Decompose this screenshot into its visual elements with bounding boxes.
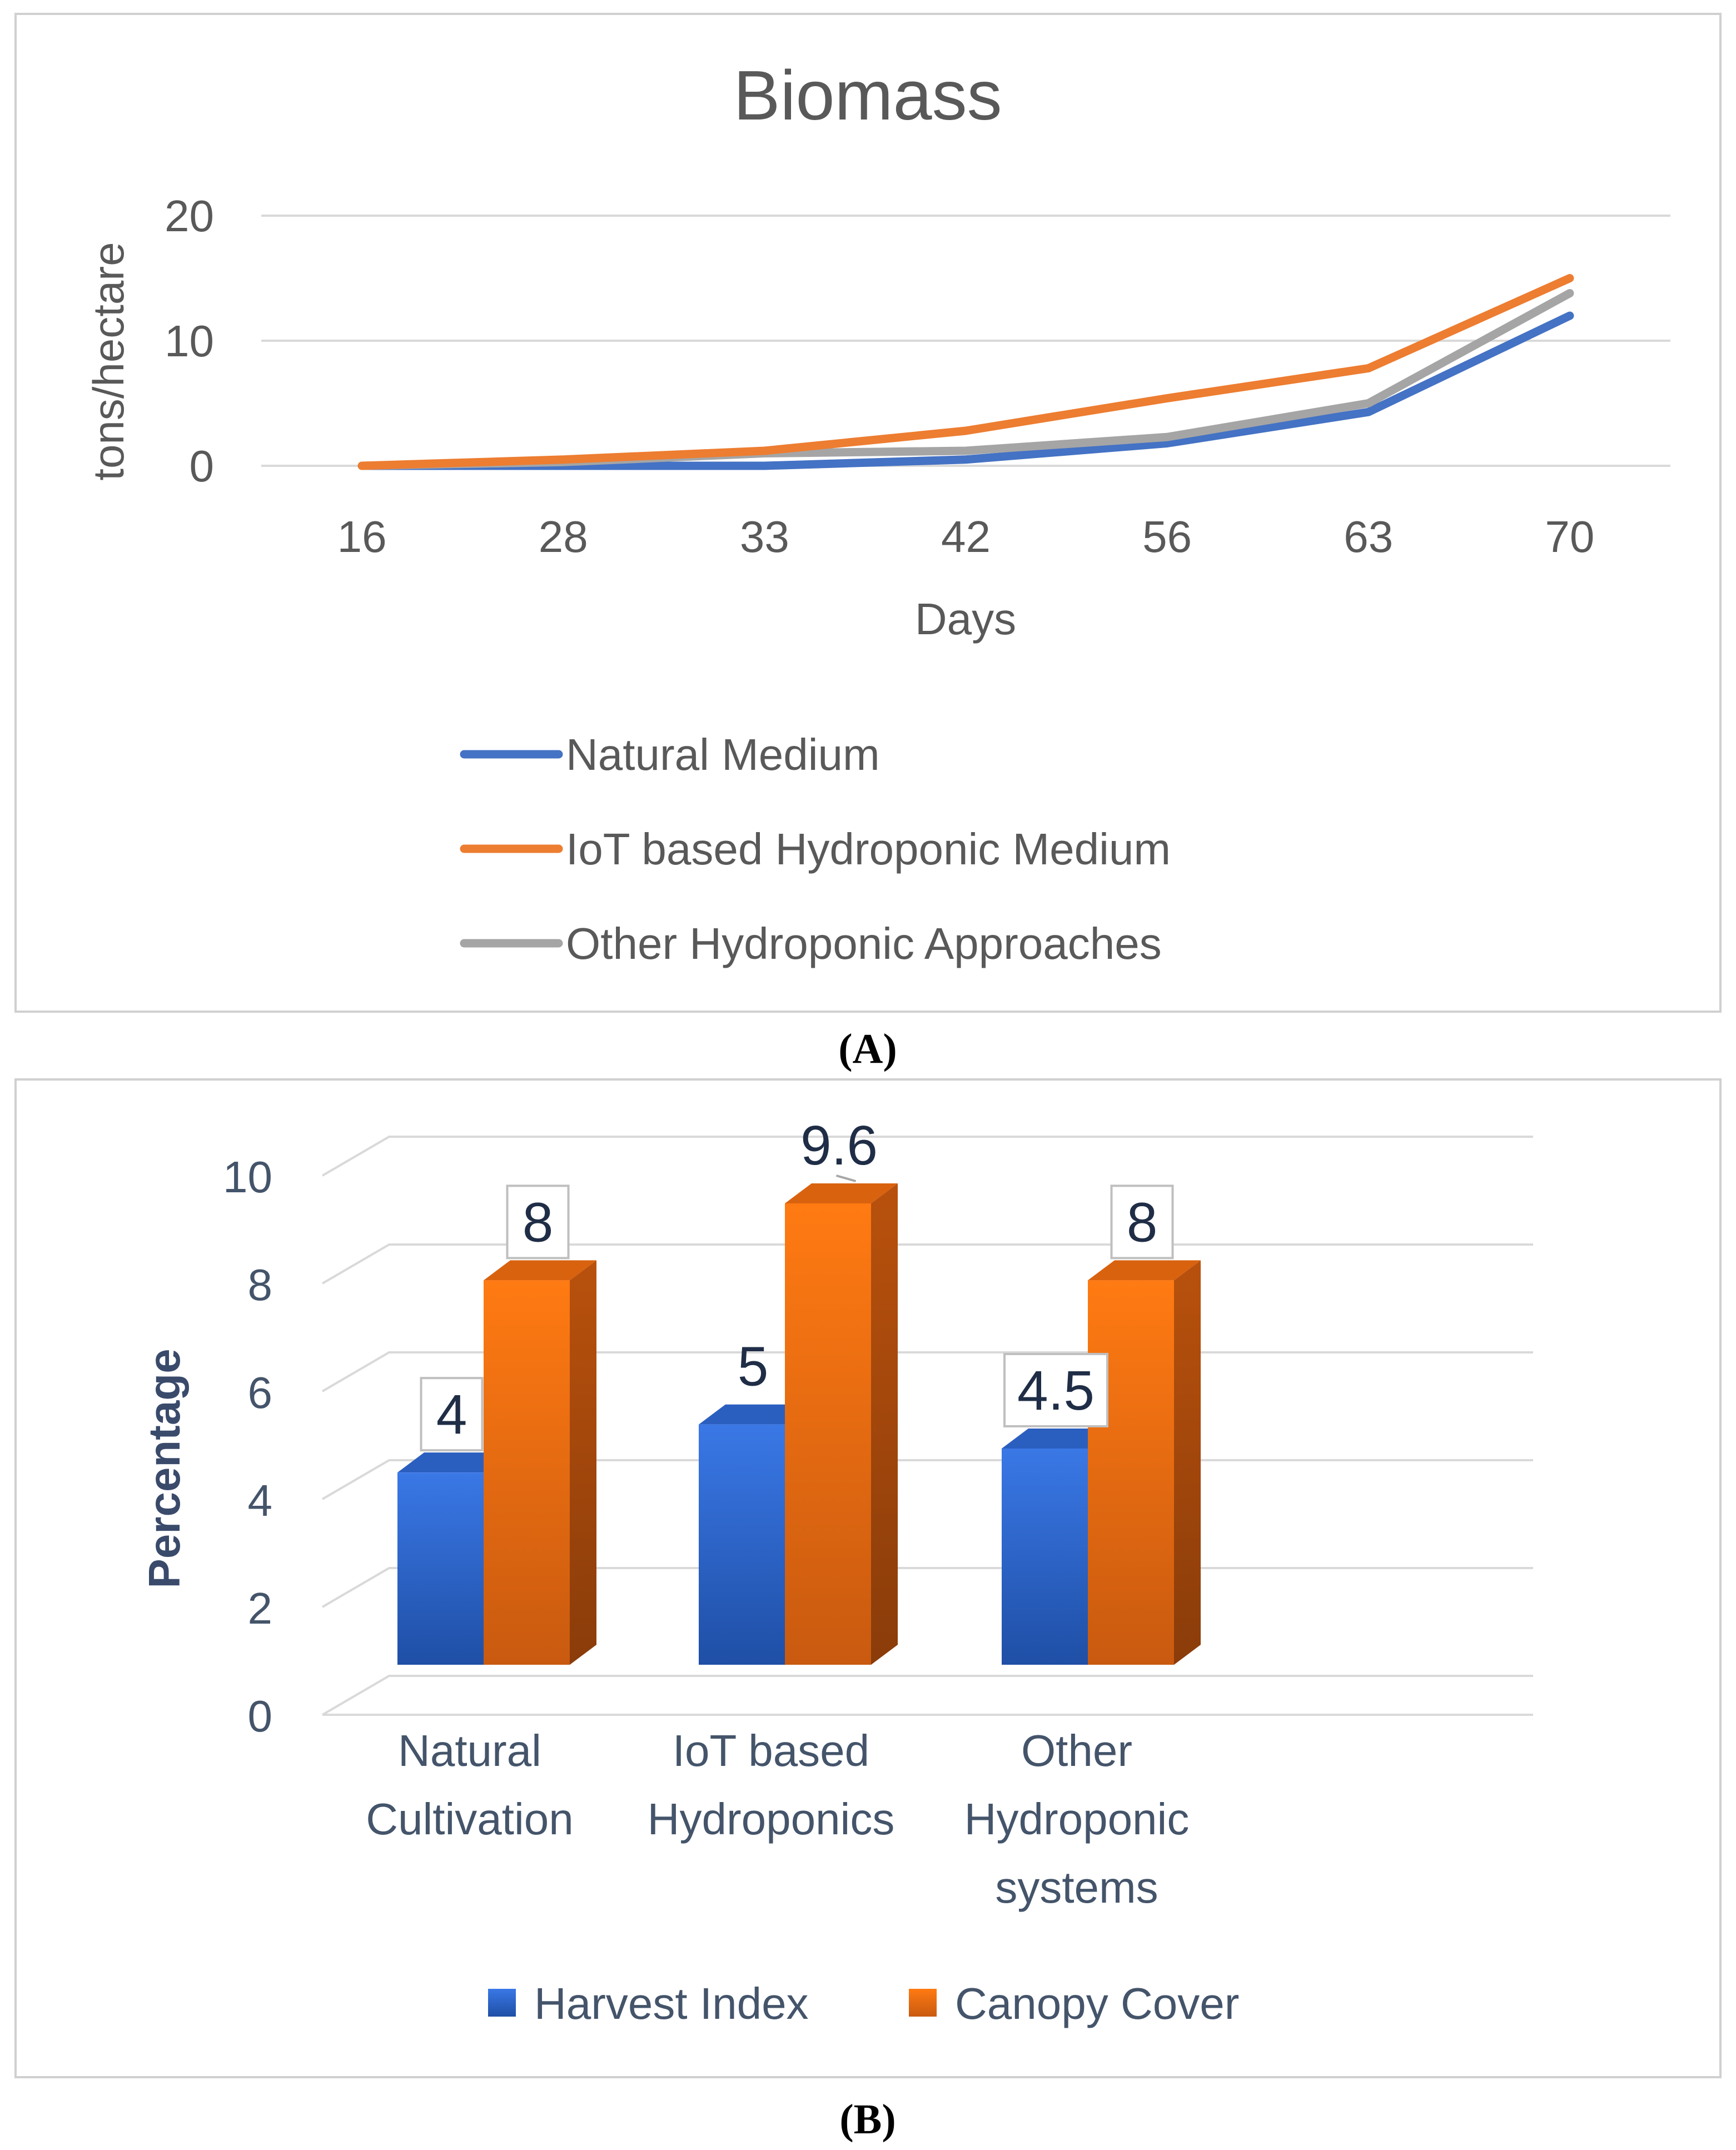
chart-a-x-tick: 16 <box>337 512 387 561</box>
chart-b-x-tick-line: IoT based <box>673 1726 869 1775</box>
chart-a-x-tick: 33 <box>740 512 789 561</box>
chart-b-y-tick: 0 <box>248 1691 273 1741</box>
chart-b-bar-front <box>1002 1448 1088 1665</box>
chart-b-x-tick-line: Other <box>1021 1726 1132 1775</box>
chart-b-legend-item: Canopy Cover <box>909 1979 1239 2028</box>
chart-b-leader-line <box>835 1174 857 1182</box>
chart-b-legend-label: Canopy Cover <box>955 1979 1239 2028</box>
chart-b-bar-side <box>871 1183 898 1665</box>
chart-b-data-label-text: 4 <box>436 1383 467 1446</box>
chart-b-y-tick-labels: 0 2 4 6 8 10 <box>223 1152 272 1741</box>
chart-b-y-tick: 2 <box>248 1584 273 1633</box>
chart-b-y-tick: 4 <box>248 1476 273 1525</box>
chart-b-y-tick: 10 <box>223 1152 272 1202</box>
chart-b-bar-front <box>1088 1280 1174 1665</box>
chart-b-gridline <box>321 1136 1533 1177</box>
chart-b-legend-item: Harvest Index <box>488 1979 809 2028</box>
chart-b-x-tick: Other Hydroponic systems <box>964 1726 1190 1912</box>
chart-b-data-label-box <box>506 1185 570 1260</box>
chart-a-legend-item: Other Hydroponic Approaches <box>460 919 1162 968</box>
chart-a-y-tick: 0 <box>190 441 215 491</box>
chart-b-bar-front <box>785 1203 871 1665</box>
chart-b-bar-front <box>699 1424 785 1665</box>
chart-b-bar <box>1088 1260 1201 1665</box>
panel-a-caption: (A) <box>838 1026 897 1072</box>
chart-b-x-tick-line: Hydroponic <box>964 1794 1190 1844</box>
chart-b-bar-top <box>1088 1260 1201 1281</box>
chart-b-bar-top <box>484 1260 596 1281</box>
chart-b-x-tick-line: Cultivation <box>366 1794 574 1844</box>
chart-b-legend: Harvest Index Canopy Cover <box>488 1979 1239 2028</box>
chart-b-bar-top <box>1002 1428 1115 1449</box>
chart-b-data-label: 9.6 <box>800 1114 878 1182</box>
chart-b-x-tick-labels: Natural Cultivation IoT based Hydroponics Ot… <box>366 1726 1189 1912</box>
chart-b-x-tick: Natural Cultivation <box>366 1726 574 1844</box>
chart-a-y-axis-label: tons/hectare <box>84 242 133 480</box>
chart-b-bar-front <box>484 1280 570 1665</box>
chart-a-series <box>357 274 1574 470</box>
chart-b-bar <box>484 1260 596 1665</box>
chart-a-x-tick: 56 <box>1142 512 1192 561</box>
chart-a-y-tick: 10 <box>165 316 214 366</box>
chart-b-y-tick: 8 <box>248 1260 273 1310</box>
chart-b-legend-label: Harvest Index <box>534 1979 809 2028</box>
chart-b-data-label-text: 8 <box>1127 1191 1158 1253</box>
chart-b-data-label-box <box>1003 1352 1108 1427</box>
chart-b-bar-top <box>397 1452 510 1473</box>
panel-a: Biomass 0 10 20 16 28 33 42 56 63 70 tons/hectar… <box>14 13 1722 1013</box>
panel-b-caption: (B) <box>839 2096 896 2143</box>
chart-b-data-labels: 4 8 5 9.6 4.5 8 <box>420 1114 1174 1452</box>
chart-a-legend-label: Natural Medium <box>566 730 880 779</box>
chart-a-legend: Natural Medium IoT based Hydroponic Mediu… <box>460 730 1171 968</box>
chart-b-gridline <box>321 1675 1533 1716</box>
chart-a-legend-item: IoT based Hydroponic Medium <box>460 824 1171 874</box>
chart-b-bar-front <box>397 1472 484 1665</box>
chart-b-data-label: 8 <box>506 1185 570 1260</box>
chart-a-legend-label: IoT based Hydroponic Medium <box>566 824 1171 874</box>
chart-b-x-tick: IoT based Hydroponics <box>648 1726 895 1844</box>
chart-b-bar-side <box>1174 1260 1201 1665</box>
chart-a-x-tick: 42 <box>941 512 991 561</box>
chart-a-x-tick-labels: 16 28 33 42 56 63 70 <box>337 512 1595 561</box>
chart-a-y-tick-labels: 0 10 20 <box>165 191 214 491</box>
panel-a-frame <box>14 13 1722 1013</box>
chart-a-legend-label: Other Hydroponic Approaches <box>566 919 1162 968</box>
chart-b-bar-top <box>699 1404 812 1425</box>
chart-b-data-label: 5 <box>738 1336 769 1398</box>
chart-b-bar-side <box>570 1260 596 1665</box>
chart-a-x-tick: 70 <box>1545 512 1594 561</box>
chart-b-data-label-box <box>420 1377 484 1452</box>
chart-a-series-line <box>357 274 1574 470</box>
chart-b-x-tick-line: Natural <box>398 1726 541 1775</box>
chart-b-data-label-box <box>1110 1185 1174 1260</box>
chart-b-data-label: 8 <box>1110 1185 1174 1260</box>
chart-a-y-tick: 20 <box>165 191 214 241</box>
chart-b-x-tick-line: Hydroponics <box>648 1794 895 1844</box>
chart-b-data-label: 4.5 <box>1003 1352 1108 1427</box>
panel-b: 0 2 4 6 8 10 4 8 5 9.6 4.5 8 Natural Cultivation IoT… <box>14 1078 1722 2078</box>
chart-a-x-tick: 28 <box>539 512 588 561</box>
chart-b-data-label-text: 5 <box>738 1336 769 1398</box>
chart-a-title: Biomass <box>733 56 1002 135</box>
chart-b-x-tick-line: systems <box>995 1863 1158 1912</box>
chart-b-data-label: 4 <box>420 1377 484 1452</box>
chart-b-bar-top <box>785 1183 898 1203</box>
chart-b-legend-swatch <box>909 1989 937 2017</box>
chart-b-legend-swatch <box>488 1989 516 2017</box>
chart-a-x-axis-label: Days <box>915 594 1016 644</box>
chart-b-data-label-text: 9.6 <box>800 1114 878 1177</box>
chart-b-data-label-text: 8 <box>523 1191 554 1253</box>
chart-b-y-axis-label: Percentage <box>140 1348 189 1588</box>
chart-a-legend-item: Natural Medium <box>460 730 880 779</box>
chart-b-y-tick: 6 <box>248 1368 273 1417</box>
chart-b-bars <box>397 1183 1201 1665</box>
chart-b-data-label-text: 4.5 <box>1017 1360 1095 1422</box>
chart-a-x-tick: 63 <box>1344 512 1393 561</box>
chart-b-bar <box>785 1183 898 1665</box>
